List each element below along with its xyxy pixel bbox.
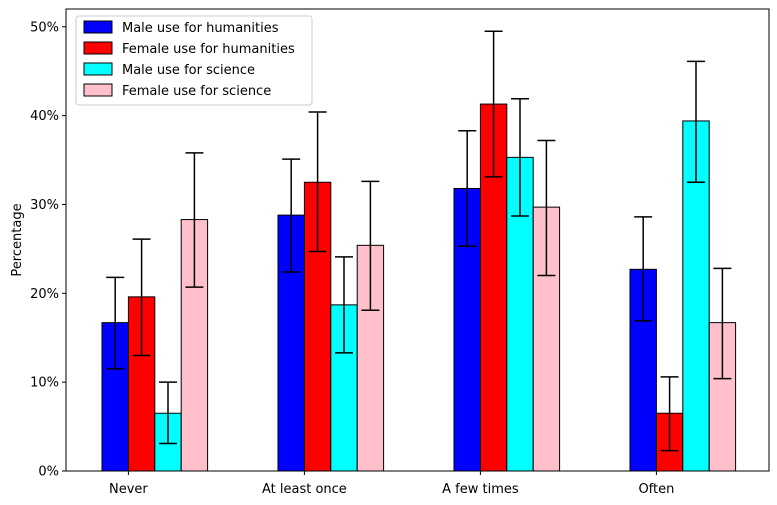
y-axis: 0% 10% 20% 30% 40% 50% bbox=[30, 20, 66, 480]
legend-swatch bbox=[83, 83, 113, 97]
plot-frame bbox=[65, 8, 770, 472]
legend-swatch bbox=[83, 62, 113, 76]
legend: Male use for humanities Female use for hu… bbox=[75, 15, 313, 106]
legend-label: Male use for humanities bbox=[122, 21, 279, 36]
y-axis-title: Percentage bbox=[10, 203, 25, 276]
legend-swatch bbox=[83, 41, 113, 55]
legend-frame bbox=[75, 15, 313, 106]
legend-label: Female use for humanities bbox=[122, 42, 295, 57]
x-tick-label: Never bbox=[109, 482, 148, 497]
x-tick-label: At least once bbox=[262, 482, 347, 497]
legend-label: Female use for science bbox=[122, 84, 271, 99]
x-tick-label: Often bbox=[638, 482, 674, 497]
error-bars-layer bbox=[106, 30, 732, 452]
legend-swatch bbox=[83, 20, 113, 34]
y-tick-label: 40% bbox=[30, 109, 59, 124]
x-axis: Never At least once A few times Often bbox=[109, 471, 674, 497]
y-tick-label: 10% bbox=[30, 376, 59, 391]
y-tick-label: 20% bbox=[30, 287, 59, 302]
y-tick-label: 30% bbox=[30, 198, 59, 213]
x-tick-label: A few times bbox=[442, 482, 519, 497]
bar bbox=[629, 268, 657, 472]
y-tick-label: 50% bbox=[30, 20, 59, 35]
legend-label: Male use for science bbox=[122, 63, 255, 78]
y-tick-label: 0% bbox=[38, 465, 59, 480]
